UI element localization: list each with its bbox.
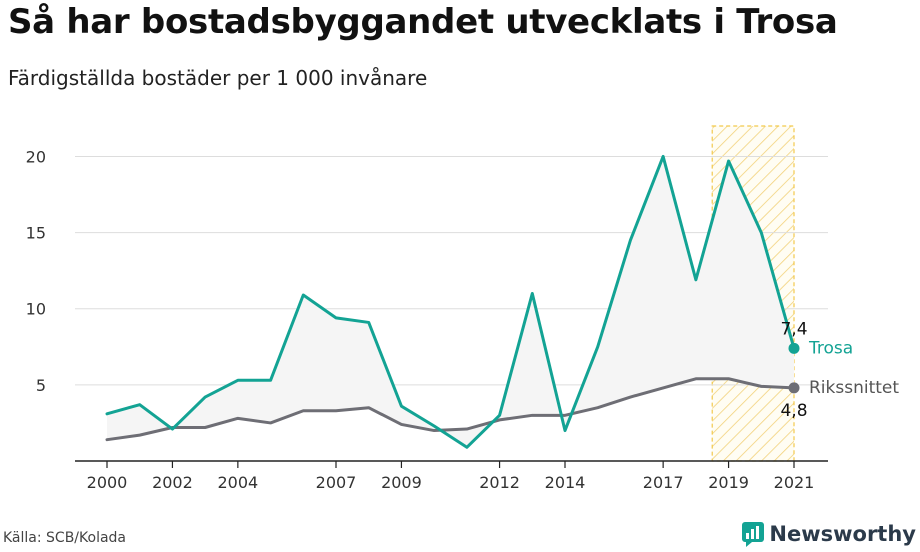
gap-fill (107, 156, 794, 448)
series-line-rikssnittet (105, 377, 796, 442)
brand-logo: Newsworthy (741, 521, 916, 547)
source-note: Källa: SCB/Kolada (3, 530, 127, 546)
y-tick-label: 10 (26, 300, 46, 319)
x-tick-label: 2012 (479, 473, 520, 492)
trosa-end-marker (788, 342, 800, 354)
x-tick-label: 2009 (381, 473, 422, 492)
national-end-marker (788, 382, 800, 394)
chart-title: Så har bostadsbyggandet utvecklats i Tro… (8, 2, 838, 42)
x-tick-label: 2004 (217, 473, 258, 492)
x-tick-label: 2007 (316, 473, 357, 492)
x-tick-label: 2014 (545, 473, 586, 492)
series-lines (105, 154, 796, 449)
x-tick-label: 2017 (643, 473, 684, 492)
national-end-value: 4,8 (780, 401, 807, 421)
series-line-trosa (105, 154, 796, 449)
national-series-name: Rikssnittet (809, 378, 899, 398)
brand-name: Newsworthy (769, 522, 916, 546)
axes: 2000 2002 2004 2007 2009 2012 2014 2017 2019 2021 (75, 460, 828, 492)
y-tick-label: 20 (26, 147, 46, 166)
x-tick-label: 2000 (87, 473, 128, 492)
trosa-end-value: 7,4 (780, 319, 807, 339)
trosa-series-name: Trosa (808, 338, 853, 358)
x-tick-label: 2019 (708, 473, 749, 492)
y-tick-label: 5 (36, 376, 46, 395)
chart-subtitle: Färdigställda bostäder per 1 000 invånar… (8, 66, 428, 90)
newsworthy-logo-icon (742, 522, 765, 547)
area-between-series (107, 156, 794, 448)
x-tick-label: 2002 (152, 473, 193, 492)
grid: 5 10 15 20 (26, 147, 828, 395)
y-tick-label: 15 (26, 224, 46, 243)
x-tick-label: 2021 (774, 473, 815, 492)
